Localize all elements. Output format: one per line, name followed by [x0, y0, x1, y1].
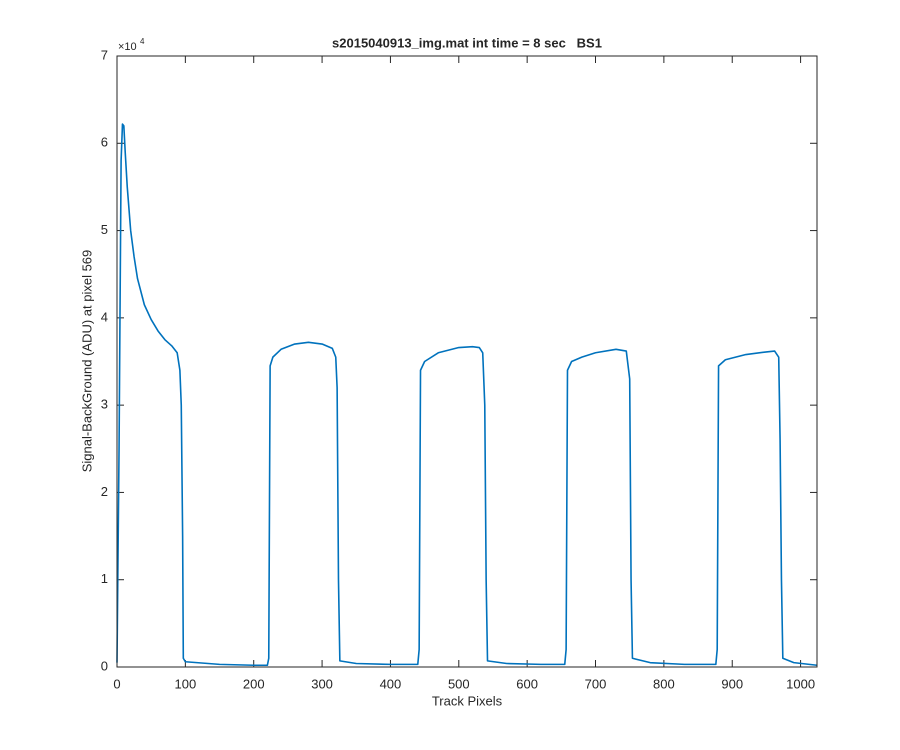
x-tick-label: 400	[380, 676, 402, 691]
y-tick-label: 0	[101, 658, 108, 673]
x-tick-label: 0	[113, 676, 120, 691]
x-axis-label: Track Pixels	[432, 693, 503, 708]
y-tick-label: 3	[101, 397, 108, 412]
axes-box	[116, 55, 818, 668]
x-tick-label: 600	[516, 676, 538, 691]
x-tick-label: 1000	[786, 676, 815, 691]
x-tick-label: 100	[175, 676, 197, 691]
chart-title: s2015040913_img.mat int time = 8 sec BS1	[332, 35, 602, 50]
y-axis-label: Signal-BackGround (ADU) at pixel 569	[79, 250, 94, 473]
x-tick-label: 800	[653, 676, 675, 691]
data-line	[116, 123, 818, 667]
y-tick-label: 5	[101, 222, 108, 237]
x-tick-label: 500	[448, 676, 470, 691]
y-tick-label: 4	[101, 309, 108, 324]
x-tick-label: 900	[721, 676, 743, 691]
x-tick-label: 700	[585, 676, 607, 691]
y-tick-label: 2	[101, 484, 108, 499]
y-multiplier-exponent: 4	[140, 37, 145, 46]
x-tick-label: 300	[311, 676, 333, 691]
y-tick-label: 7	[101, 47, 108, 62]
y-tick-label: 6	[101, 135, 108, 150]
y-tick-label: 1	[101, 571, 108, 586]
x-tick-label: 200	[243, 676, 265, 691]
y-multiplier: ×10	[118, 41, 137, 53]
plot-area	[117, 56, 817, 667]
